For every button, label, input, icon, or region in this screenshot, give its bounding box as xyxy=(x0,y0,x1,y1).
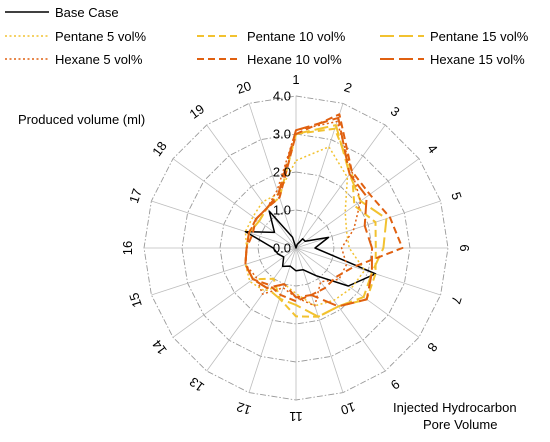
rtick-label-2: 2.0 xyxy=(273,165,291,180)
series-line-0 xyxy=(244,210,377,287)
grid-spoke-15 xyxy=(151,247,297,296)
category-label-17: 17 xyxy=(126,187,145,205)
grid-spoke-5 xyxy=(295,200,441,249)
category-label-14: 14 xyxy=(149,337,170,358)
series-line-1 xyxy=(244,146,366,307)
grid-spoke-18 xyxy=(172,158,297,249)
category-label-6: 6 xyxy=(457,244,472,251)
grid-ring-2 xyxy=(219,171,373,325)
category-label-13: 13 xyxy=(187,374,208,395)
grid-spoke-14 xyxy=(172,247,297,338)
rtick-label-3: 3.0 xyxy=(273,127,291,142)
category-label-4: 4 xyxy=(424,141,440,156)
grid-spoke-3 xyxy=(295,124,386,249)
category-label-18: 18 xyxy=(149,139,170,160)
legend-label-2: Pentane 10 vol% xyxy=(247,29,346,44)
grid-spoke-12 xyxy=(248,247,297,393)
angular-axis-title-line2: Pore Volume xyxy=(423,417,497,432)
rtick-label-4: 4.0 xyxy=(273,89,291,104)
radial-tick-labels: 0.0 1.0 2.0 3.0 4.0 xyxy=(273,89,291,256)
legend-label-0: Base Case xyxy=(55,5,119,20)
category-label-20: 20 xyxy=(235,78,253,97)
category-label-8: 8 xyxy=(424,340,440,355)
category-label-16: 16 xyxy=(120,241,135,255)
grid-spoke-13 xyxy=(206,247,297,372)
legend-label-3: Pentane 15 vol% xyxy=(430,29,529,44)
series-lines xyxy=(244,113,404,318)
grid-spoke-2 xyxy=(295,103,344,249)
grid-spoke-17 xyxy=(151,200,297,249)
category-label-2: 2 xyxy=(342,79,354,96)
rtick-label-0: 0.0 xyxy=(273,241,291,256)
grid-spoke-20 xyxy=(248,103,297,249)
series-line-6 xyxy=(244,116,373,308)
legend-label-4: Hexane 5 vol% xyxy=(55,52,143,67)
category-label-3: 3 xyxy=(388,103,403,119)
category-label-15: 15 xyxy=(126,291,145,309)
legend-label-5: Hexane 10 vol% xyxy=(247,52,342,67)
grid-spoke-9 xyxy=(295,247,386,372)
legend-label-1: Pentane 5 vol% xyxy=(55,29,147,44)
category-label-10: 10 xyxy=(339,399,357,418)
series-line-5 xyxy=(244,113,404,303)
category-label-9: 9 xyxy=(388,376,403,392)
category-label-11: 11 xyxy=(289,409,303,424)
grid-spoke-4 xyxy=(295,158,420,249)
grid-spoke-8 xyxy=(295,247,420,338)
angular-axis-title-line1: Injected Hydrocarbon xyxy=(393,400,517,415)
legend-label-6: Hexane 15 vol% xyxy=(430,52,525,67)
radar-grid xyxy=(143,95,449,401)
rtick-label-1: 1.0 xyxy=(273,203,291,218)
grid-spoke-19 xyxy=(206,124,297,249)
category-label-5: 5 xyxy=(448,190,465,202)
category-label-7: 7 xyxy=(448,294,465,306)
series-line-2 xyxy=(244,127,377,318)
category-label-1: 1 xyxy=(292,72,299,87)
series-line-3 xyxy=(244,124,388,318)
radial-axis-title: Produced volume (ml) xyxy=(18,112,145,127)
category-label-12: 12 xyxy=(235,399,253,418)
category-label-19: 19 xyxy=(187,101,208,122)
legend: Base Case Pentane 5 vol% Pentane 10 vol% Pe… xyxy=(5,5,529,67)
grid-spoke-10 xyxy=(295,247,344,393)
